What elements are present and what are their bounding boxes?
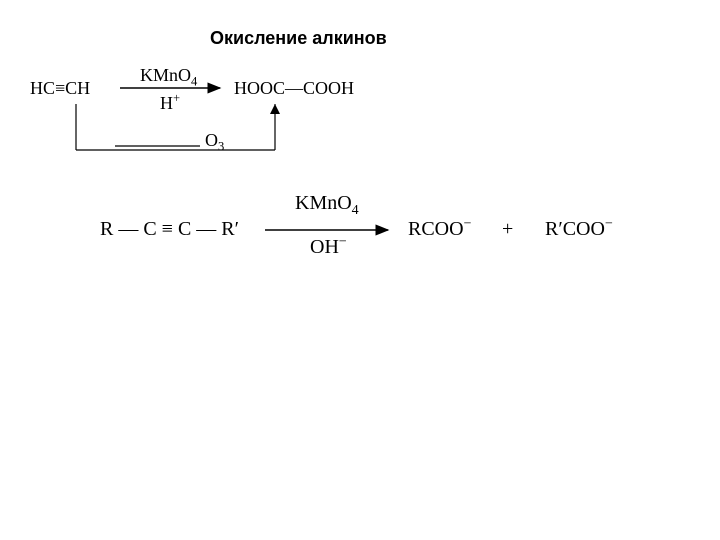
r2-product-2: R′COO− <box>545 218 613 241</box>
r2-arrow-bottom-label: OH− <box>310 236 347 259</box>
r2-arrow <box>0 0 720 540</box>
r2-product-1: RCOO− <box>408 218 471 241</box>
r2-plus: + <box>502 218 513 241</box>
r2-arrow-top-label: KMnO4 <box>295 192 359 215</box>
